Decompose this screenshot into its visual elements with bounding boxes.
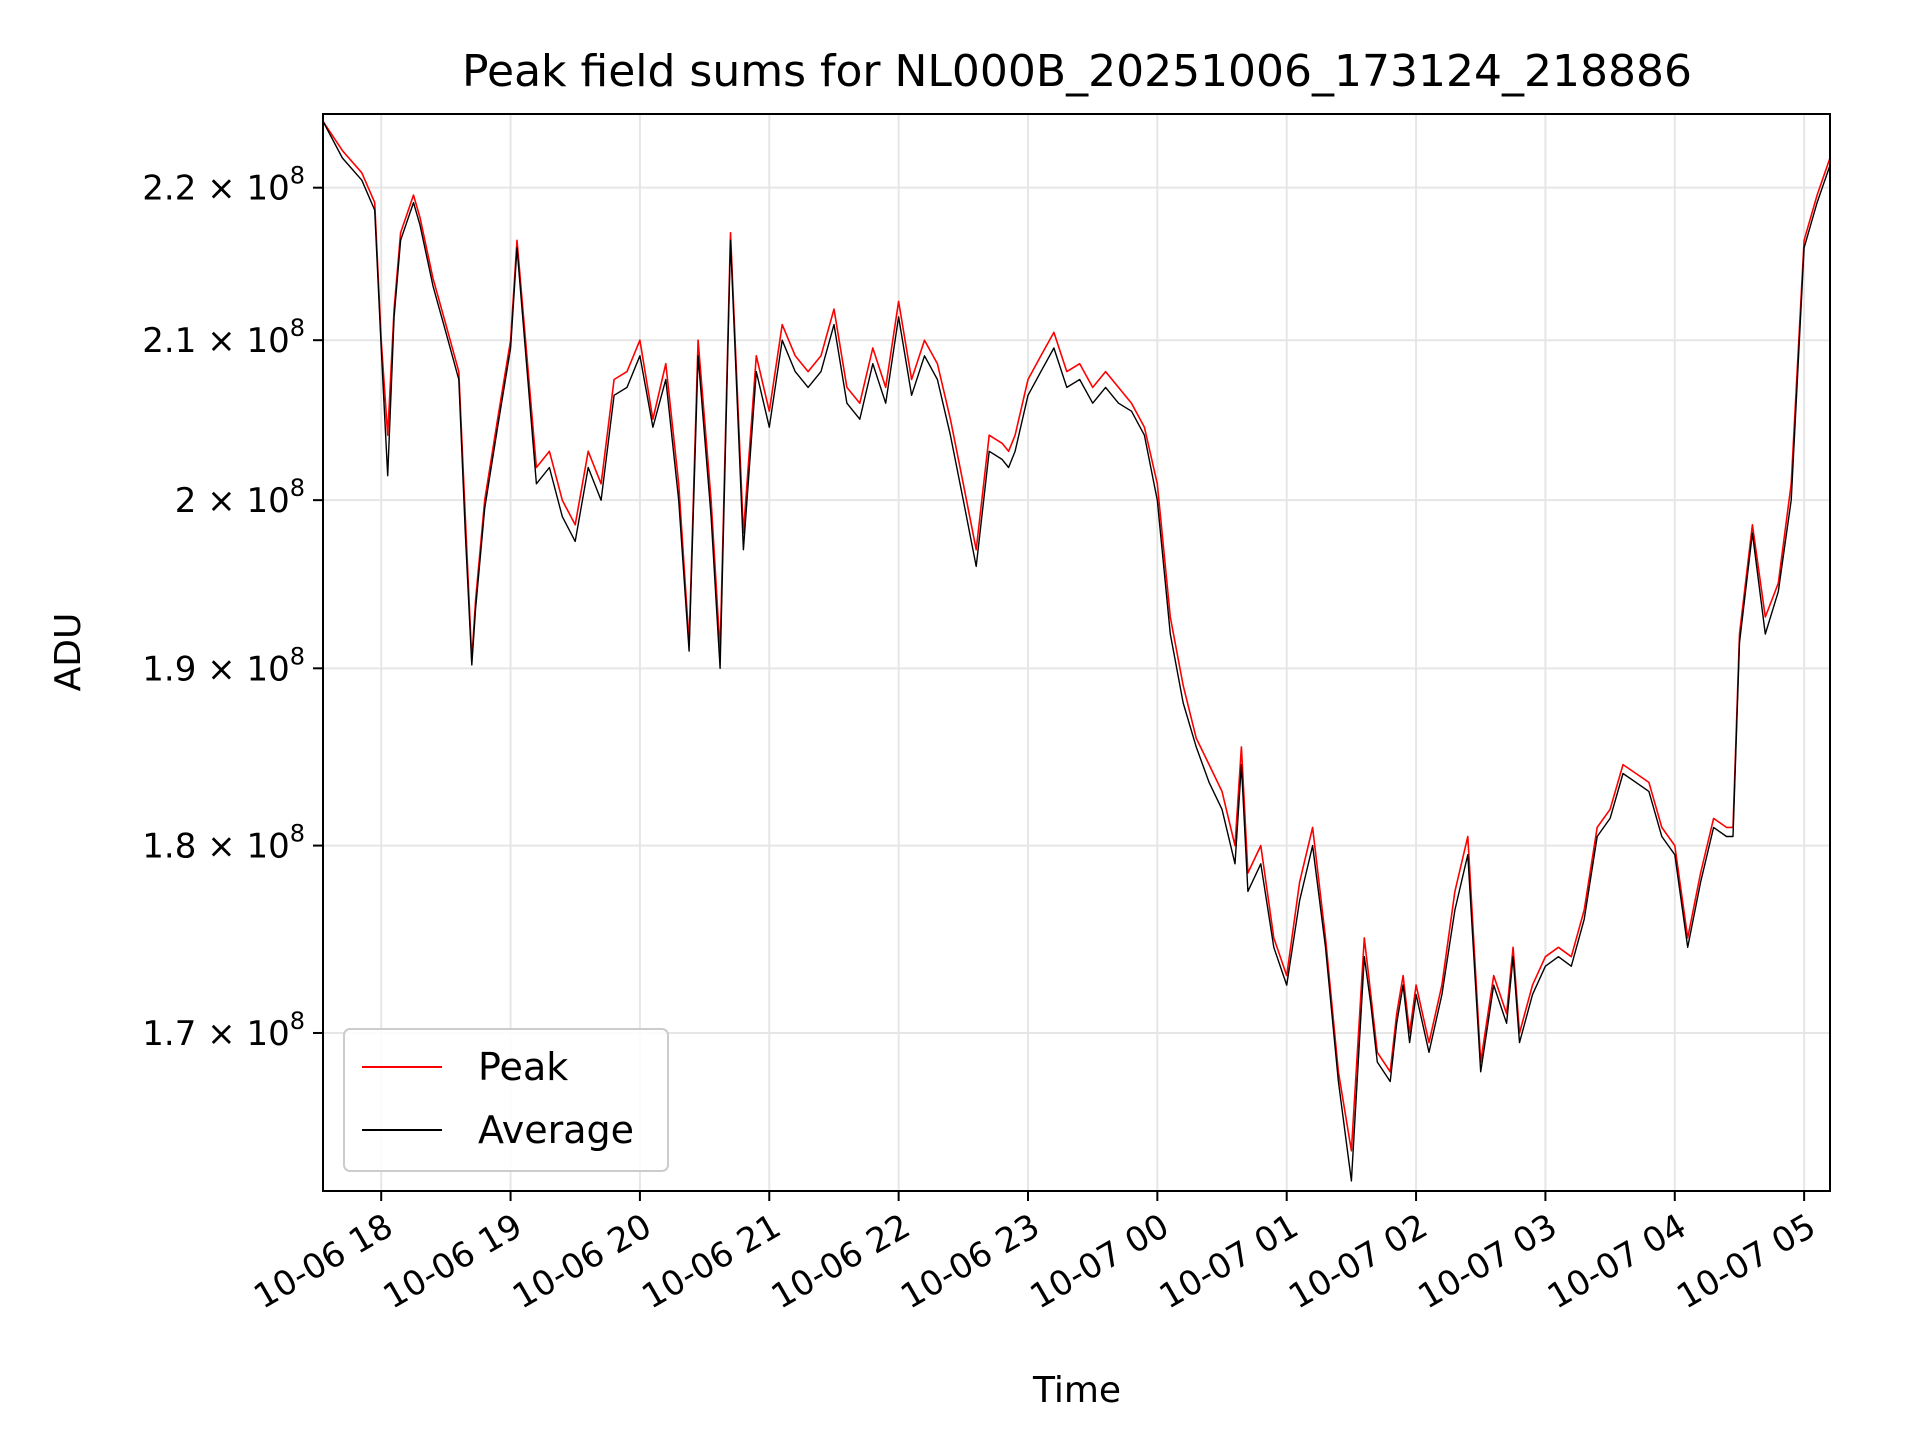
y-tick-label: 1.7 × 108 xyxy=(142,1007,305,1054)
grid xyxy=(323,114,1830,1191)
y-tick-label: 2.1 × 108 xyxy=(142,314,305,361)
legend-box xyxy=(343,1028,669,1172)
y-tick-label: 2.2 × 108 xyxy=(142,162,305,209)
y-axis-label: ADU xyxy=(48,613,89,692)
y-tick-label: 2 × 108 xyxy=(175,474,305,521)
y-tick-label: 1.9 × 108 xyxy=(142,642,305,689)
legend-label-peak: Peak xyxy=(478,1045,568,1089)
legend: Peak Average xyxy=(343,1028,669,1172)
chart-title: Peak field sums for NL000B_20251006_1731… xyxy=(462,46,1692,97)
plot-frame xyxy=(322,113,1831,1192)
series-line-peak xyxy=(322,120,1831,1152)
legend-label-average: Average xyxy=(478,1108,634,1152)
y-tick-label: 1.8 × 108 xyxy=(142,820,305,867)
series-lines xyxy=(322,120,1831,1182)
series-line-average xyxy=(322,120,1831,1182)
y-axis: 1.7 × 108 1.8 × 108 1.9 × 108 2 × 108 2.1 × … xyxy=(142,162,323,1054)
x-axis-label: Time xyxy=(1032,1370,1121,1411)
